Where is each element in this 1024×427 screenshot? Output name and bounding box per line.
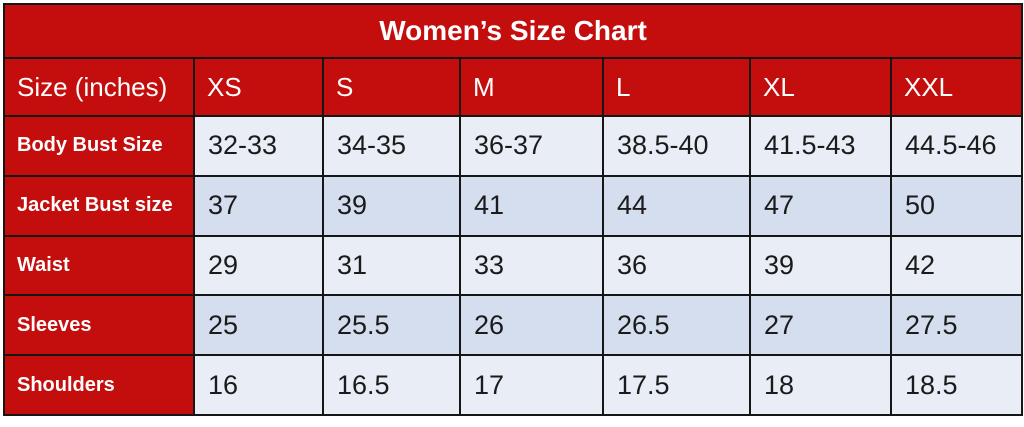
data-cell: 41.5-43 bbox=[749, 115, 892, 177]
table-row-sleeves: Sleeves 25 25.5 26 26.5 27 27.5 bbox=[3, 294, 1024, 357]
data-cell: 34-35 bbox=[322, 115, 461, 177]
row-label: Jacket Bust size bbox=[3, 174, 195, 237]
data-cell: 16 bbox=[193, 354, 324, 416]
data-cell: 47 bbox=[749, 174, 892, 237]
data-cell: 37 bbox=[193, 174, 324, 237]
row-label: Sleeves bbox=[3, 294, 195, 357]
column-header-size-inches: Size (inches) bbox=[3, 57, 195, 117]
data-cell: 25.5 bbox=[322, 294, 461, 357]
size-chart-container: Women’s Size Chart Size (inches) XS S M … bbox=[2, 3, 1024, 416]
table-row-shoulders: Shoulders 16 16.5 17 17.5 18 18.5 bbox=[3, 354, 1024, 416]
data-cell: 27.5 bbox=[889, 294, 1024, 357]
header-row: Size (inches) XS S M L XL XXL bbox=[3, 57, 1024, 117]
data-cell: 25 bbox=[193, 294, 324, 357]
title-row: Women’s Size Chart bbox=[2, 3, 1024, 59]
data-cell: 32-33 bbox=[193, 115, 324, 177]
data-cell: 33 bbox=[459, 234, 604, 297]
data-cell: 17.5 bbox=[602, 354, 751, 416]
data-cell: 38.5-40 bbox=[602, 115, 751, 177]
data-cell: 36 bbox=[602, 234, 751, 297]
column-header-xl: XL bbox=[749, 57, 892, 117]
data-cell: 36-37 bbox=[459, 115, 604, 177]
row-label: Body Bust Size bbox=[3, 115, 195, 177]
data-cell: 26.5 bbox=[602, 294, 751, 357]
row-label: Waist bbox=[3, 234, 195, 297]
data-cell: 44 bbox=[602, 174, 751, 237]
column-header-xs: XS bbox=[193, 57, 324, 117]
column-header-l: L bbox=[602, 57, 751, 117]
data-cell: 31 bbox=[322, 234, 461, 297]
table-row-jacket-bust-size: Jacket Bust size 37 39 41 44 47 50 bbox=[3, 174, 1024, 237]
column-header-xxl: XXL bbox=[889, 57, 1024, 117]
data-cell: 50 bbox=[889, 174, 1024, 237]
data-cell: 26 bbox=[459, 294, 604, 357]
data-cell: 39 bbox=[749, 234, 892, 297]
column-header-s: S bbox=[322, 57, 461, 117]
table-row-waist: Waist 29 31 33 36 39 42 bbox=[3, 234, 1024, 297]
data-cell: 44.5-46 bbox=[889, 115, 1024, 177]
column-header-m: M bbox=[459, 57, 604, 117]
data-cell: 27 bbox=[749, 294, 892, 357]
womens-size-chart-table: Women’s Size Chart Size (inches) XS S M … bbox=[2, 3, 1024, 416]
data-cell: 18.5 bbox=[889, 354, 1024, 416]
data-cell: 42 bbox=[889, 234, 1024, 297]
data-cell: 29 bbox=[193, 234, 324, 297]
data-cell: 39 bbox=[322, 174, 461, 237]
data-cell: 18 bbox=[749, 354, 892, 416]
data-cell: 41 bbox=[459, 174, 604, 237]
table-row-body-bust-size: Body Bust Size 32-33 34-35 36-37 38.5-40… bbox=[3, 115, 1024, 177]
row-label: Shoulders bbox=[3, 354, 195, 416]
chart-title: Women’s Size Chart bbox=[2, 3, 1024, 59]
data-cell: 17 bbox=[459, 354, 604, 416]
data-cell: 16.5 bbox=[322, 354, 461, 416]
